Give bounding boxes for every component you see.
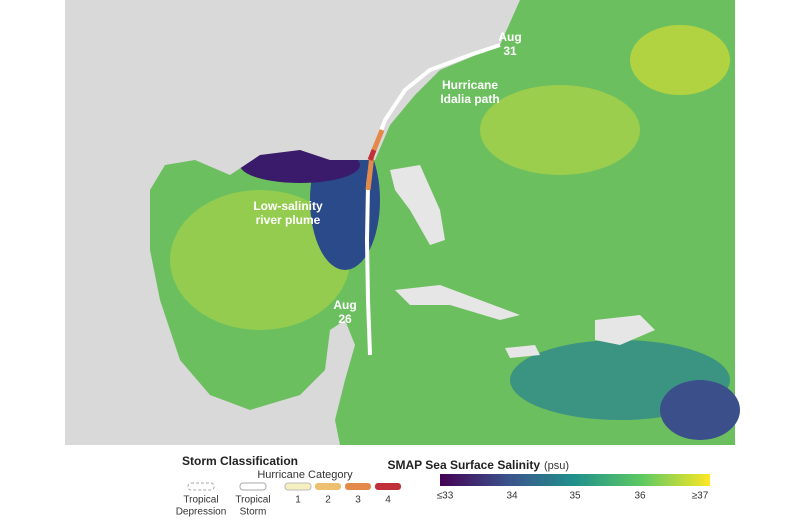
land-cuba <box>395 285 520 320</box>
salinity-legend: SMAP Sea Surface Salinity (psu) ≤33 34 3… <box>387 458 710 502</box>
legend-title: Storm Classification <box>182 454 298 468</box>
colorbar-tick: 35 <box>569 491 581 502</box>
swatch <box>284 482 312 491</box>
salinity-patch <box>480 85 640 175</box>
legend-subtitle: Hurricane Category <box>257 469 353 481</box>
colorbar <box>440 474 710 486</box>
colorbar-tick: 36 <box>634 491 646 502</box>
salinity-patch <box>660 380 740 440</box>
colorbar-tick: ≤33 <box>437 491 454 502</box>
land-hispaniola <box>595 315 655 345</box>
salinity-patch <box>630 25 730 95</box>
storm-path-cat4 <box>367 149 377 161</box>
annotation: 26 <box>338 312 352 326</box>
storm-legend: Storm Classification Hurricane Category … <box>176 454 401 518</box>
land-jamaica <box>505 345 540 358</box>
annotation: Aug <box>333 298 356 312</box>
swatch <box>375 483 401 490</box>
legend-label: 3 <box>355 495 361 506</box>
swatch <box>187 482 215 491</box>
legend-label: Tropical <box>235 495 270 506</box>
annotation: Aug <box>498 30 521 44</box>
legend-label: Tropical <box>183 495 218 506</box>
swatch <box>239 482 267 491</box>
legend-unit: (psu) <box>544 460 569 472</box>
annotation: Low-salinity <box>253 199 323 213</box>
salinity-patch <box>170 190 350 330</box>
legend-label: Depression <box>176 507 227 518</box>
map: Aug 31 Hurricane Idalia path Low-salinit… <box>65 0 740 445</box>
legend-title: SMAP Sea Surface Salinity <box>387 458 540 472</box>
annotation: Hurricane <box>442 78 498 92</box>
legend-label: 1 <box>295 495 301 506</box>
colorbar-tick: 34 <box>506 491 518 502</box>
annotation: river plume <box>256 213 321 227</box>
legend-label: 2 <box>325 495 331 506</box>
swatch <box>345 483 371 490</box>
colorbar-tick: ≥37 <box>692 491 709 502</box>
legend-label: Storm <box>240 507 267 518</box>
annotation: 31 <box>503 44 517 58</box>
swatch <box>315 483 341 490</box>
annotation: Idalia path <box>440 92 499 106</box>
land-florida <box>390 165 445 245</box>
legend-label: 4 <box>385 495 391 506</box>
land-north-america <box>65 0 520 445</box>
